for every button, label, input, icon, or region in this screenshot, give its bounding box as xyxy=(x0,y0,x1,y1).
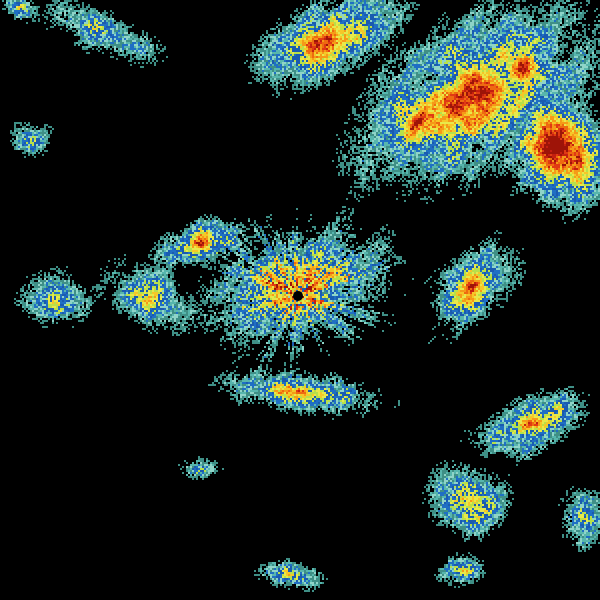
radar-image-viewport xyxy=(0,0,600,600)
radar-reflectivity-canvas xyxy=(0,0,600,600)
